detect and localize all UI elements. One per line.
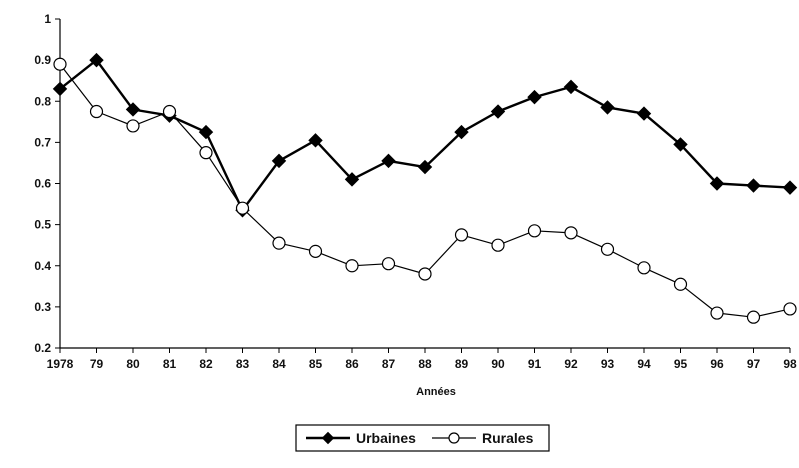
data-point-urbaines: [198, 124, 214, 140]
data-point-rurales: [308, 244, 323, 258]
data-point-urbaines: [308, 133, 323, 148]
data-point-rurales: [126, 119, 140, 133]
x-tick-label: 86: [345, 357, 359, 371]
data-point-rurales: [53, 57, 67, 71]
data-point-urbaines: [271, 153, 287, 169]
x-tick-label: 97: [747, 357, 761, 371]
x-tick-label: 87: [382, 357, 396, 371]
y-tick-label: 0.3: [34, 300, 51, 314]
data-point-rurales: [746, 310, 761, 324]
data-point-rurales: [162, 104, 177, 119]
y-axis-ticks: 0.2 0.3 0.4 0.5 0.6 0.7 0.8 0.9 1: [34, 12, 60, 355]
data-point-rurales: [345, 259, 359, 273]
data-point-rurales: [600, 242, 615, 256]
data-point-rurales: [199, 146, 213, 160]
legend-marker-rurales: [448, 432, 460, 444]
legend: Urbaines Rurales: [295, 424, 550, 452]
data-point-rurales: [235, 201, 250, 215]
y-tick-label: 0.6: [34, 177, 51, 191]
legend-label-rurales: Rurales: [482, 430, 534, 446]
data-point-urbaines: [454, 124, 469, 140]
x-tick-label: 1978: [47, 357, 74, 371]
data-point-urbaines: [527, 89, 542, 105]
data-point-urbaines: [709, 176, 725, 191]
data-point-urbaines: [563, 79, 579, 95]
data-point-rurales: [89, 104, 104, 119]
data-point-rurales: [564, 226, 578, 240]
x-tick-label: 85: [309, 357, 323, 371]
data-point-urbaines: [125, 102, 141, 117]
x-tick-label: 91: [528, 357, 542, 371]
data-point-rurales: [454, 228, 469, 242]
data-point-urbaines: [381, 153, 396, 169]
series-markers: [52, 52, 798, 324]
y-tick-label: 0.9: [34, 53, 51, 67]
axes: [59, 19, 790, 349]
x-tick-label: 96: [710, 357, 724, 371]
data-point-rurales: [783, 302, 797, 316]
data-point-urbaines: [89, 52, 104, 68]
data-point-rurales: [637, 261, 651, 275]
x-tick-label: 89: [455, 357, 469, 371]
y-tick-label: 0.2: [34, 341, 51, 355]
data-point-urbaines: [417, 159, 433, 175]
x-tick-label: 95: [674, 357, 688, 371]
y-tick-label: 1: [44, 12, 51, 26]
data-point-urbaines: [490, 104, 506, 119]
x-tick-label: 94: [637, 357, 651, 371]
x-tick-label: 83: [236, 357, 250, 371]
data-point-rurales: [381, 257, 396, 271]
x-tick-label: 90: [491, 357, 505, 371]
series-line-urbaines: [59, 58, 791, 212]
data-point-urbaines: [636, 106, 652, 121]
data-point-rurales: [710, 306, 724, 320]
y-tick-label: 0.5: [34, 218, 51, 232]
data-point-urbaines: [600, 100, 615, 115]
data-point-rurales: [491, 238, 505, 252]
x-tick-label: 88: [418, 357, 432, 371]
y-tick-label: 0.7: [34, 135, 51, 149]
data-point-urbaines: [344, 172, 360, 187]
y-tick-label: 0.4: [34, 259, 51, 273]
x-axis-title: Années: [416, 386, 456, 398]
x-tick-label: 84: [272, 357, 286, 371]
x-axis-ticks: 1978 79 80 81 82 83 84 85 86 87 88 89 90 91 92 93 94 95 96…: [47, 348, 797, 371]
x-tick-label: 98: [783, 357, 797, 371]
data-point-rurales: [527, 224, 542, 238]
x-tick-label: 93: [601, 357, 615, 371]
legend-label-urbaines: Urbaines: [356, 430, 416, 446]
data-point-urbaines: [673, 137, 688, 152]
y-tick-label: 0.8: [34, 94, 51, 108]
data-point-urbaines: [52, 81, 68, 97]
data-point-rurales: [418, 267, 432, 281]
x-tick-label: 80: [126, 357, 140, 371]
data-point-urbaines: [782, 180, 798, 195]
x-tick-label: 82: [199, 357, 213, 371]
data-point-rurales: [673, 277, 688, 291]
x-tick-label: 92: [564, 357, 578, 371]
data-point-rurales: [272, 236, 286, 250]
x-tick-label: 81: [163, 357, 177, 371]
legend-marker-urbaines: [321, 431, 335, 445]
x-tick-label: 79: [90, 357, 104, 371]
data-point-urbaines: [746, 178, 761, 193]
